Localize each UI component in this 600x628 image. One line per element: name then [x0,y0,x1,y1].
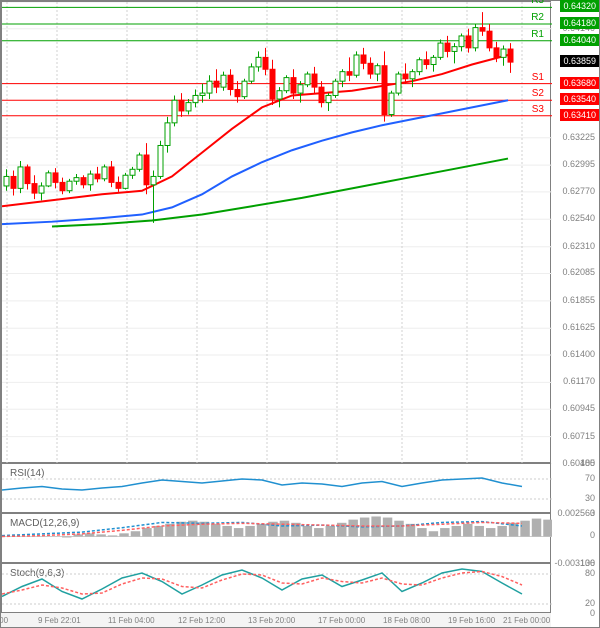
stoch-y-axis: 10080200 [549,563,599,613]
y-tick-label: 0.60945 [562,403,595,413]
chart-container: R3R2R1S1S2S3 0.643650.641400.636800.6322… [0,0,600,628]
y-tick-label: 0.61170 [563,376,595,386]
x-tick-label: 9 Feb 22:01 [38,616,81,625]
y-tick-label: 0.61855 [562,295,595,305]
rsi-ytick: 70 [585,473,595,483]
x-tick-label: 16:00 [0,616,8,625]
macd-ytick: 0 [590,530,595,540]
stoch-ytick: 20 [585,598,595,608]
price-marker: 0.64040 [560,34,599,46]
main-price-chart[interactable]: R3 R2 R1 S1 S2 S3 [1,1,551,463]
y-tick-label: 0.62310 [562,241,595,251]
price-marker: 0.63540 [560,93,599,105]
y-tick-label: 0.61625 [562,322,595,332]
price-y-axis: 0.643650.641400.636800.632250.629950.627… [549,1,599,463]
x-tick-label: 13 Feb 20:00 [248,616,295,625]
rsi-panel[interactable]: RSI(14) [1,463,551,513]
price-marker: 0.63680 [560,77,599,89]
price-marker: 0.64180 [560,17,599,29]
rsi-ytick: 100 [580,458,595,468]
price-marker: 0.63859 [560,55,599,67]
y-tick-label: 0.62085 [562,267,595,277]
x-tick-label: 19 Feb 16:00 [448,616,495,625]
macd-panel[interactable]: MACD(12,26,9) [1,513,551,563]
stoch-ytick: 0 [590,608,595,618]
macd-ytick: 0.002563 [557,508,595,518]
stoch-svg [2,564,552,614]
y-tick-label: 0.62770 [562,186,595,196]
sr-label-s3: S3 [532,104,544,115]
sr-label-s1: S1 [532,72,544,83]
price-chart-svg [2,2,552,464]
y-tick-label: 0.62995 [562,159,595,169]
rsi-y-axis: 10070300 [549,463,599,513]
y-tick-label: 0.61400 [562,349,595,359]
stoch-ytick: 100 [580,558,595,568]
y-tick-label: 0.63225 [562,132,595,142]
stoch-ytick: 80 [585,568,595,578]
rsi-svg [2,464,552,514]
macd-svg [2,514,552,564]
macd-y-axis: 0.0025630-0.003136 [549,513,599,563]
x-tick-label: 11 Feb 04:00 [108,616,155,625]
sr-label-r1: R1 [531,29,544,40]
time-x-axis: 16:00 9 Feb 22:01 11 Feb 04:00 12 Feb 12:00… [1,613,551,627]
y-tick-label: 0.62540 [562,213,595,223]
sr-label-r3: R3 [531,0,544,6]
y-tick-label: 0.60715 [562,431,595,441]
sr-label-r2: R2 [531,12,544,23]
x-tick-label: 17 Feb 00:00 [318,616,365,625]
sr-label-s2: S2 [532,88,544,99]
price-marker: 0.63410 [560,109,599,121]
price-marker: 0.64320 [560,0,599,12]
x-tick-label: 12 Feb 12:00 [178,616,225,625]
x-tick-label: 21 Feb 00:00 [503,616,550,625]
stoch-panel[interactable]: Stoch(9,6,3) [1,563,551,613]
rsi-ytick: 30 [585,493,595,503]
x-tick-label: 18 Feb 08:00 [383,616,430,625]
